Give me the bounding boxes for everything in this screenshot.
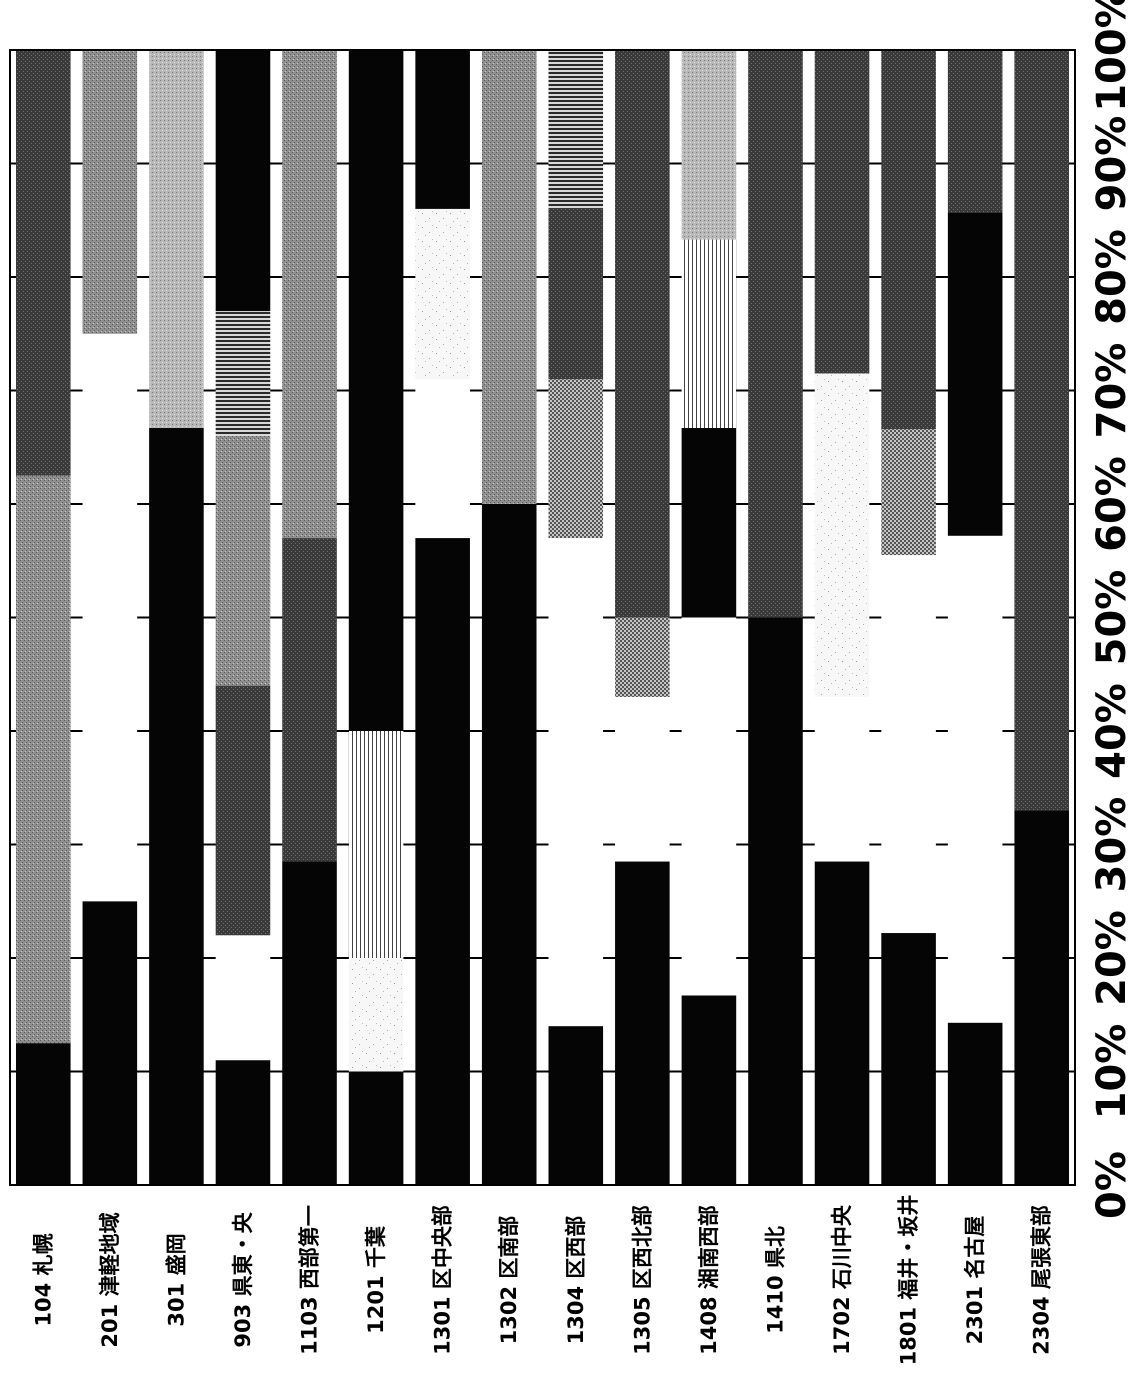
bar-segment bbox=[947, 1022, 1003, 1185]
bar-segment bbox=[947, 535, 1003, 1023]
category-label: 1408 湘南西部 bbox=[697, 1205, 721, 1355]
category-label: 1301 区中央部 bbox=[431, 1205, 455, 1355]
x-tick-label: 90% bbox=[1089, 116, 1135, 212]
category-label: 903 県東・央 bbox=[231, 1211, 255, 1347]
bar-segment bbox=[149, 427, 204, 1186]
category-label: 104 札幌 bbox=[31, 1233, 55, 1326]
bar-segment bbox=[947, 50, 1003, 213]
bar-segment bbox=[881, 555, 936, 934]
bar-segment bbox=[415, 50, 470, 209]
bar-segment bbox=[82, 333, 138, 902]
category-label: 1801 福井・坂井 bbox=[897, 1195, 921, 1366]
category-label: 1305 区西北部 bbox=[630, 1205, 654, 1355]
bar-segment bbox=[415, 538, 470, 1185]
bar-segment bbox=[82, 50, 138, 334]
bar-segment bbox=[215, 685, 271, 936]
bar-segment bbox=[548, 208, 604, 380]
bar-segment bbox=[215, 311, 271, 436]
bar-segment bbox=[681, 617, 737, 996]
x-tick-label: 70% bbox=[1089, 343, 1135, 439]
bar-segment bbox=[1014, 810, 1070, 1185]
x-tick-label: 30% bbox=[1089, 797, 1135, 893]
x-tick-label: 50% bbox=[1089, 570, 1135, 666]
bar-segment bbox=[348, 1071, 404, 1185]
bar-segment bbox=[881, 933, 936, 1185]
x-tick-label: 100% bbox=[1089, 0, 1135, 112]
bar-segment bbox=[548, 538, 604, 1027]
bar-segment bbox=[481, 504, 537, 1185]
bar-segment bbox=[215, 935, 271, 1061]
bar-segment bbox=[814, 861, 870, 1185]
x-tick-label: 60% bbox=[1089, 456, 1135, 552]
x-tick-label: 40% bbox=[1089, 683, 1135, 779]
bar-segment bbox=[1014, 50, 1070, 811]
category-label: 1702 石川中央 bbox=[830, 1204, 854, 1355]
category-labels: 104 札幌 201 津軽地域 301 盛岡 903 県東・央 1103 西部第一 120… bbox=[31, 1195, 1053, 1366]
x-tick-label: 80% bbox=[1089, 229, 1135, 325]
bar-segment bbox=[15, 475, 71, 1044]
x-tick-label: 0% bbox=[1089, 1151, 1135, 1219]
bar-segment bbox=[681, 50, 737, 240]
bar-segment bbox=[282, 50, 337, 539]
bar-segment bbox=[615, 861, 670, 1185]
category-label: 2304 尾張東部 bbox=[1030, 1205, 1054, 1355]
bars bbox=[15, 50, 1070, 1186]
bar-segment bbox=[881, 50, 936, 430]
bar-segment bbox=[415, 208, 470, 380]
bar-segment bbox=[282, 861, 337, 1185]
category-label: 301 盛岡 bbox=[164, 1233, 188, 1326]
bar-segment bbox=[548, 50, 604, 209]
bar-segment bbox=[415, 379, 470, 539]
bar-segment bbox=[82, 901, 138, 1185]
bar-segment bbox=[748, 617, 803, 1185]
bar-segment bbox=[548, 379, 604, 539]
x-axis-tick-labels: 0% 10% 20% 30% 40% 50% 60% 70% 80% 90%100% bbox=[1089, 0, 1135, 1219]
category-label: 1302 区南部 bbox=[497, 1216, 521, 1345]
bar-segment bbox=[881, 429, 936, 556]
bar-segment bbox=[681, 427, 737, 618]
category-label: 1201 千葉 bbox=[364, 1225, 388, 1334]
bar-segment bbox=[548, 1026, 604, 1185]
bar-segment bbox=[282, 538, 337, 862]
bar-segment bbox=[348, 50, 404, 731]
bar-segment bbox=[681, 995, 737, 1185]
bar-segment bbox=[615, 696, 670, 862]
bar-segment bbox=[814, 696, 870, 862]
bar-segment bbox=[481, 50, 537, 504]
category-label: 1103 西部第一 bbox=[298, 1205, 322, 1355]
category-label: 2301 名古屋 bbox=[963, 1216, 987, 1345]
bar-segment bbox=[215, 50, 271, 312]
category-label: 1304 区西部 bbox=[564, 1216, 588, 1345]
bar-segment bbox=[215, 1060, 271, 1185]
bar-segment bbox=[814, 373, 870, 697]
bar-segment bbox=[149, 50, 204, 428]
category-label: 201 津軽地域 bbox=[98, 1212, 122, 1347]
bar-segment bbox=[15, 50, 71, 476]
plot-frame bbox=[9, 49, 1076, 1186]
bar-segment bbox=[348, 958, 404, 1072]
bar-segment bbox=[348, 731, 404, 958]
x-tick-label: 10% bbox=[1089, 1024, 1135, 1120]
category-label: 1410 県北 bbox=[763, 1226, 787, 1334]
bar-segment bbox=[615, 50, 670, 618]
bar-segment bbox=[215, 435, 271, 686]
x-tick-label: 20% bbox=[1089, 910, 1135, 1006]
bar-segment bbox=[615, 617, 670, 697]
bar-segment bbox=[814, 50, 870, 374]
bar-segment bbox=[748, 50, 803, 618]
bar-segment bbox=[15, 1043, 71, 1185]
bar-segment bbox=[681, 239, 737, 428]
bar-segment bbox=[947, 212, 1003, 536]
